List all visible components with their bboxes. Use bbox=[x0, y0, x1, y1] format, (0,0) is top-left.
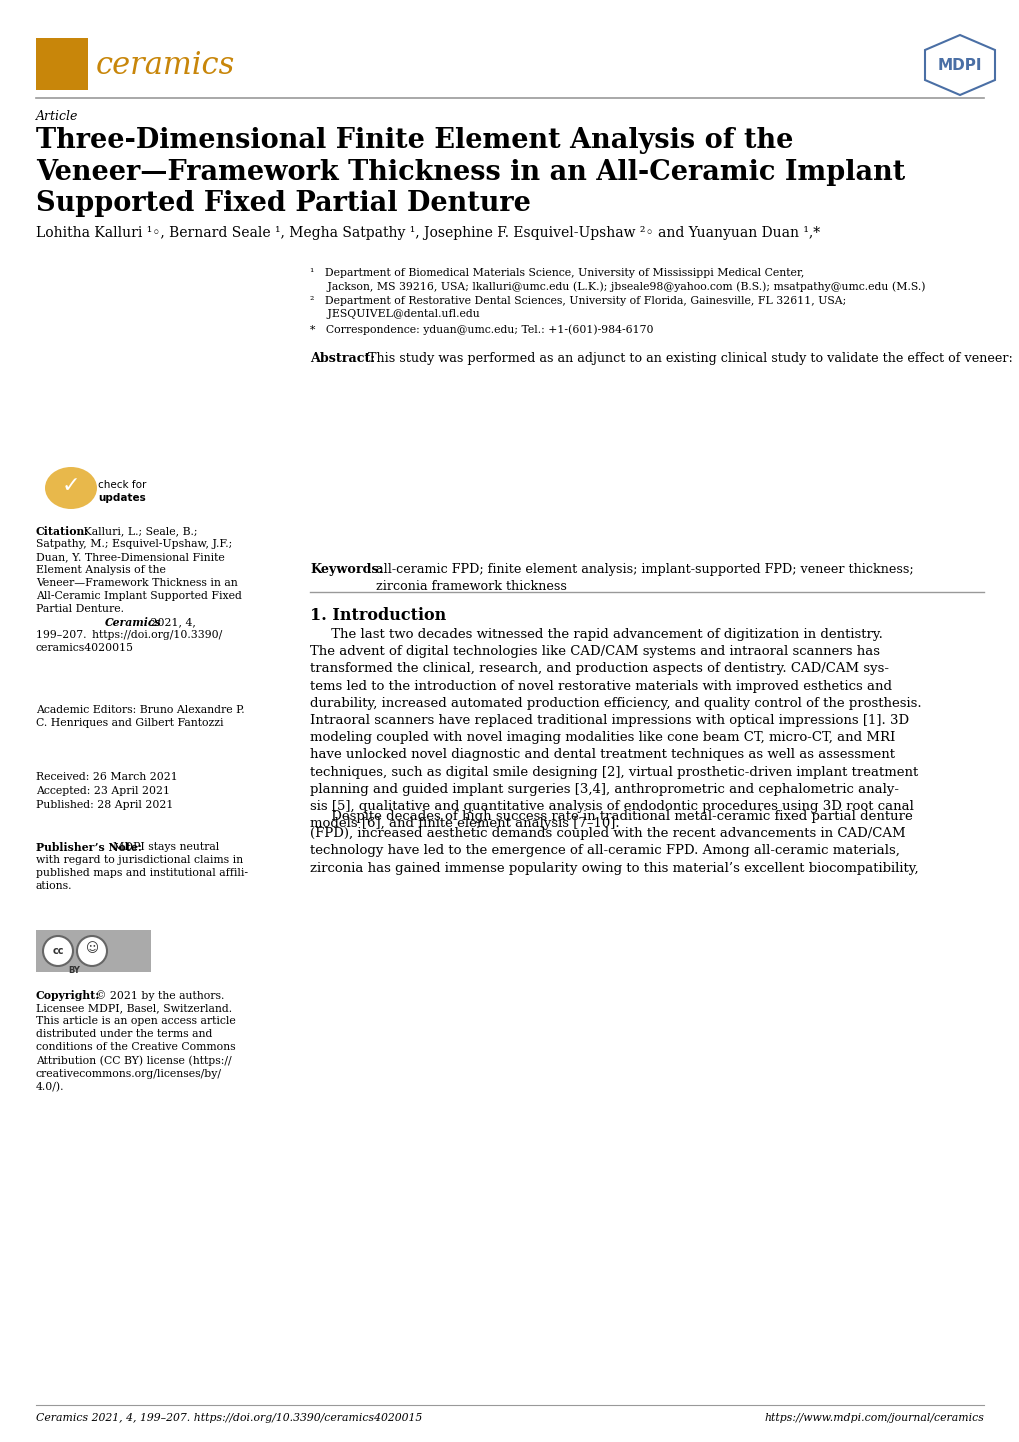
Text: Kalluri, L.; Seale, B.;: Kalluri, L.; Seale, B.; bbox=[79, 526, 198, 536]
Text: all-ceramic FPD; finite element analysis; implant-supported FPD; veneer thicknes: all-ceramic FPD; finite element analysis… bbox=[376, 562, 913, 593]
Text: Published: 28 April 2021: Published: 28 April 2021 bbox=[36, 800, 173, 810]
Text: ✓: ✓ bbox=[61, 476, 81, 496]
Text: The last two decades witnessed the rapid advancement of digitization in dentistr: The last two decades witnessed the rapid… bbox=[310, 629, 921, 831]
Text: © 2021 by the authors.: © 2021 by the authors. bbox=[92, 991, 224, 1001]
Text: Abstract:: Abstract: bbox=[310, 352, 375, 365]
Text: updates: updates bbox=[98, 493, 146, 503]
Text: Satpathy, M.; Esquivel-Upshaw, J.F.;
Duan, Y. Three-Dimensional Finite
Element A: Satpathy, M.; Esquivel-Upshaw, J.F.; Dua… bbox=[36, 539, 242, 614]
FancyBboxPatch shape bbox=[36, 930, 151, 972]
Text: ²   Department of Restorative Dental Sciences, University of Florida, Gainesvill: ² Department of Restorative Dental Scien… bbox=[310, 296, 846, 306]
Circle shape bbox=[43, 936, 73, 966]
Ellipse shape bbox=[45, 467, 97, 509]
Text: https://www.mdpi.com/journal/ceramics: https://www.mdpi.com/journal/ceramics bbox=[763, 1413, 983, 1423]
Text: Accepted: 23 April 2021: Accepted: 23 April 2021 bbox=[36, 786, 170, 796]
Text: Three-Dimensional Finite Element Analysis of the
Veneer—Framework Thickness in a: Three-Dimensional Finite Element Analysi… bbox=[36, 127, 905, 218]
Text: Jackson, MS 39216, USA; lkalluri@umc.edu (L.K.); jbseale98@yahoo.com (B.S.); msa: Jackson, MS 39216, USA; lkalluri@umc.edu… bbox=[310, 281, 924, 291]
Text: JESQUIVEL@dental.ufl.edu: JESQUIVEL@dental.ufl.edu bbox=[310, 309, 479, 319]
Text: MDPI: MDPI bbox=[936, 58, 981, 72]
Text: ¹   Department of Biomedical Materials Science, University of Mississippi Medica: ¹ Department of Biomedical Materials Sci… bbox=[310, 268, 804, 278]
Text: 1. Introduction: 1. Introduction bbox=[310, 607, 446, 624]
Text: Article: Article bbox=[36, 110, 78, 123]
Text: check for: check for bbox=[98, 480, 147, 490]
Text: ☺: ☺ bbox=[86, 943, 99, 956]
Text: with regard to jurisdictional claims in
published maps and institutional affili-: with regard to jurisdictional claims in … bbox=[36, 855, 248, 891]
Text: 2021, 4,: 2021, 4, bbox=[147, 617, 196, 627]
Text: ceramics: ceramics bbox=[96, 50, 235, 82]
Text: Ceramics 2021, 4, 199–207. https://doi.org/10.3390/ceramics4020015: Ceramics 2021, 4, 199–207. https://doi.o… bbox=[36, 1413, 422, 1423]
Text: Received: 26 March 2021: Received: 26 March 2021 bbox=[36, 771, 177, 782]
Text: cc: cc bbox=[52, 946, 63, 956]
FancyBboxPatch shape bbox=[36, 37, 88, 89]
Text: Ceramics: Ceramics bbox=[105, 617, 161, 629]
Text: Lohitha Kalluri ¹◦, Bernard Seale ¹, Megha Satpathy ¹, Josephine F. Esquivel-Ups: Lohitha Kalluri ¹◦, Bernard Seale ¹, Meg… bbox=[36, 226, 819, 239]
Text: BY: BY bbox=[68, 966, 79, 975]
Text: MDPI stays neutral: MDPI stays neutral bbox=[113, 842, 219, 852]
Text: 199–207. https://doi.org/10.3390/
ceramics4020015: 199–207. https://doi.org/10.3390/ cerami… bbox=[36, 630, 222, 653]
Text: Copyright:: Copyright: bbox=[36, 991, 100, 1001]
Text: Despite decades of high success rate in traditional metal-ceramic fixed partial : Despite decades of high success rate in … bbox=[310, 810, 918, 875]
Text: This study was performed as an adjunct to an existing clinical study to validate: This study was performed as an adjunct t… bbox=[368, 352, 1019, 365]
Text: Licensee MDPI, Basel, Switzerland.
This article is an open access article
distri: Licensee MDPI, Basel, Switzerland. This … bbox=[36, 1004, 235, 1093]
Text: *   Correspondence: yduan@umc.edu; Tel.: +1-(601)-984-6170: * Correspondence: yduan@umc.edu; Tel.: +… bbox=[310, 324, 653, 335]
Text: Keywords:: Keywords: bbox=[310, 562, 383, 575]
Text: Citation:: Citation: bbox=[36, 526, 90, 536]
Text: Publisher’s Note:: Publisher’s Note: bbox=[36, 842, 142, 854]
Circle shape bbox=[76, 936, 107, 966]
Text: Academic Editors: Bruno Alexandre P.
C. Henriques and Gilbert Fantozzi: Academic Editors: Bruno Alexandre P. C. … bbox=[36, 705, 245, 728]
